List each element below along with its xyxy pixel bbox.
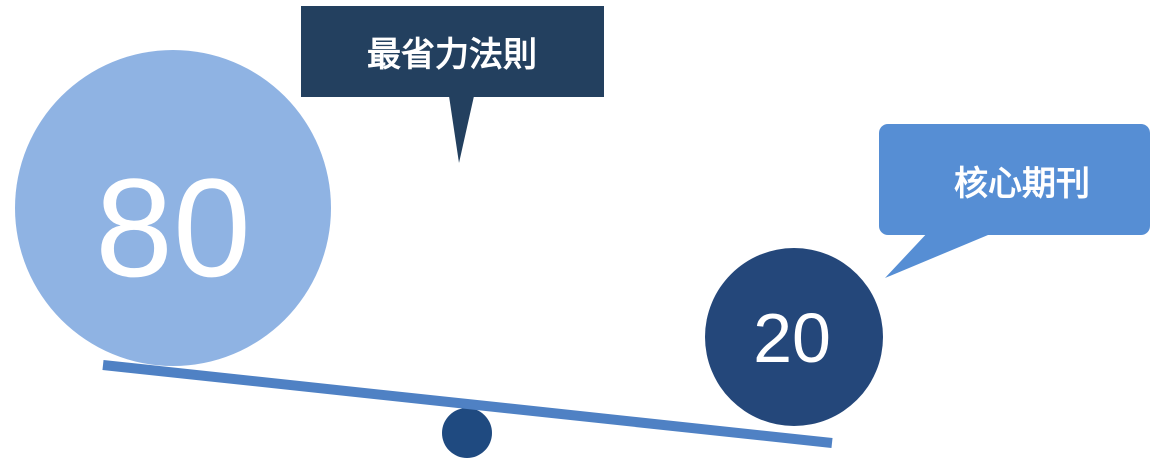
light-side-weight: 20: [705, 248, 883, 426]
fulcrum: [442, 408, 492, 458]
callout-principle-box: [301, 6, 604, 97]
callout-principle: 最省力法則: [301, 6, 604, 163]
callout-principle-text: 最省力法則: [367, 35, 537, 75]
heavy-value: 80: [95, 149, 251, 306]
heavy-circle: [15, 50, 331, 366]
callout-core-text: 核心期刊: [954, 164, 1090, 204]
light-circle: [705, 248, 883, 426]
callout-core-tail: [885, 230, 1000, 278]
heavy-side-weight: 80: [15, 50, 331, 366]
callout-principle-tail: [449, 96, 474, 163]
light-value: 20: [753, 299, 831, 377]
balance-beam: [102, 360, 833, 448]
callout-core-box: [879, 124, 1150, 235]
callout-core-journals: 核心期刊: [879, 124, 1150, 278]
